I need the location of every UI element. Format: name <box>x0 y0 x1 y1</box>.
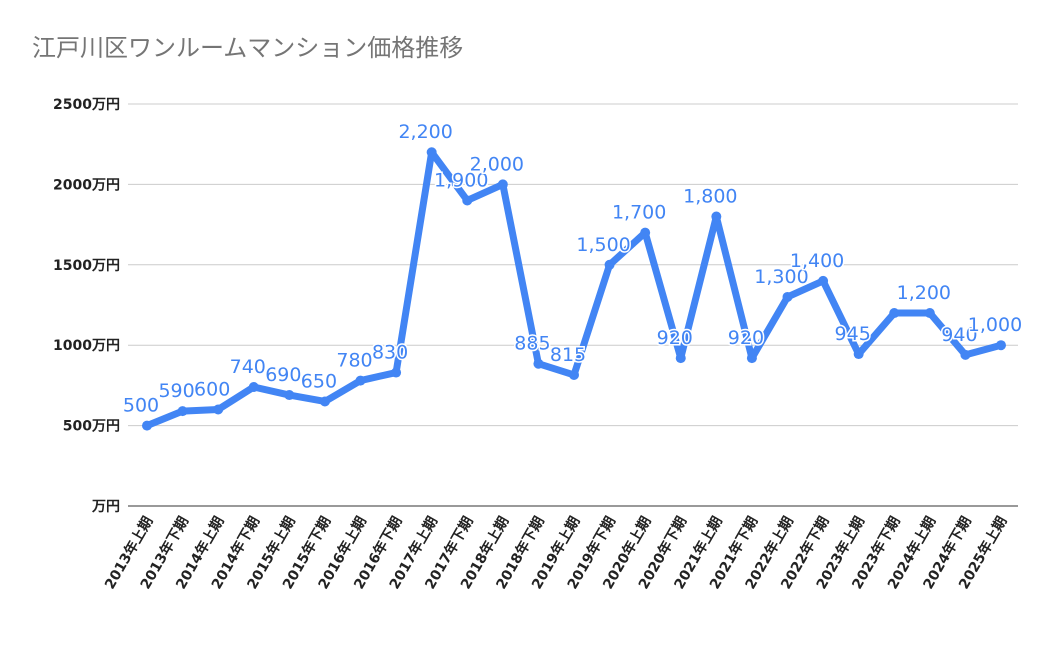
data-label: 1,000 <box>968 314 1022 336</box>
y-tick-label: 2000万円 <box>53 177 120 193</box>
data-label: 1,300 <box>754 266 808 288</box>
data-point <box>213 404 224 415</box>
y-tick-label: 1000万円 <box>53 338 120 354</box>
data-label: 885 <box>514 333 550 355</box>
data-label: 650 <box>301 370 337 392</box>
data-point <box>711 211 722 222</box>
data-label: 920 <box>657 327 693 349</box>
data-label: 2,200 <box>398 121 452 143</box>
data-label: 780 <box>336 350 372 372</box>
data-point <box>640 227 651 238</box>
y-tick-label: 2500万円 <box>53 97 120 113</box>
data-label: 815 <box>550 344 586 366</box>
data-point <box>319 396 330 407</box>
data-point <box>604 259 615 270</box>
data-point <box>391 367 402 378</box>
data-label: 1,900 <box>434 169 488 191</box>
data-point <box>960 349 971 360</box>
data-point <box>889 308 900 319</box>
y-tick-label: 万円 <box>91 499 120 515</box>
data-label: 740 <box>230 356 266 378</box>
data-point <box>818 275 829 286</box>
data-point <box>142 420 152 431</box>
data-point <box>924 308 935 319</box>
data-point <box>284 390 295 401</box>
data-point <box>569 369 579 380</box>
y-tick-label: 500万円 <box>63 419 120 435</box>
data-label: 590 <box>158 380 194 402</box>
data-label: 2,000 <box>470 153 524 175</box>
chart-title: 江戸川区ワンルームマンション価格推移 <box>32 34 464 62</box>
data-point <box>355 375 366 386</box>
data-point <box>462 195 473 206</box>
data-label: 690 <box>265 364 301 386</box>
data-point <box>996 340 1006 351</box>
data-point <box>248 382 259 393</box>
data-label: 1,500 <box>576 234 630 256</box>
data-point <box>675 353 686 364</box>
data-point <box>497 179 508 190</box>
data-label: 500 <box>123 395 159 417</box>
data-label: 1,800 <box>683 186 737 208</box>
data-point <box>782 291 793 302</box>
data-label: 920 <box>728 327 764 349</box>
data-point <box>533 358 544 369</box>
data-point <box>853 349 864 360</box>
y-tick-label: 1500万円 <box>53 258 120 274</box>
data-label: 1,700 <box>612 202 666 224</box>
data-point <box>177 406 188 417</box>
data-label: 600 <box>194 379 230 401</box>
data-point <box>426 147 437 158</box>
data-label: 830 <box>372 342 408 364</box>
data-label: 940 <box>941 324 977 346</box>
data-point <box>746 353 757 364</box>
data-label: 945 <box>835 323 871 345</box>
data-label: 1,200 <box>897 282 951 304</box>
data-label: 1,400 <box>790 250 844 272</box>
